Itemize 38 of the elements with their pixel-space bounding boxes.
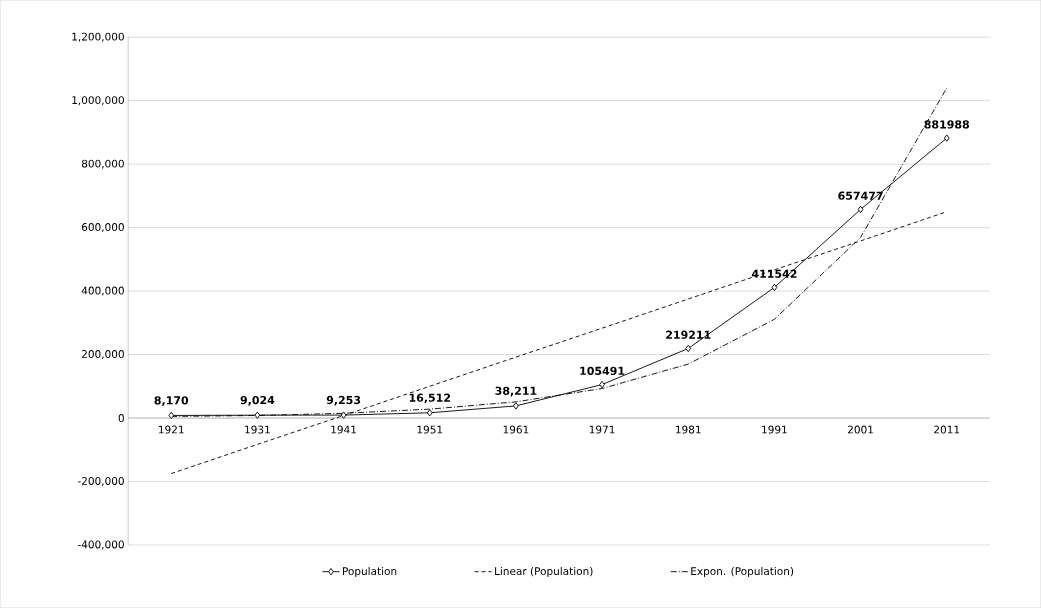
point — [943, 134, 950, 142]
x-tick-label: 1941 — [331, 425, 356, 434]
x-tick-label: 2001 — [847, 425, 873, 434]
x-tick-label: 1961 — [503, 425, 529, 434]
x-tick-label: 1981 — [676, 425, 701, 434]
point — [254, 411, 261, 419]
x-tick-label: 1931 — [245, 425, 270, 434]
y-tick-label: -400,000 — [77, 540, 124, 550]
point — [426, 409, 433, 417]
x-tick-label: 1971 — [589, 425, 615, 434]
point — [513, 402, 519, 410]
y-tick-label: 200,000 — [81, 349, 124, 359]
legend-label: Linear (Population) — [495, 566, 593, 578]
data-label: 881988 — [924, 120, 970, 129]
data-label: 8,170 — [154, 396, 189, 406]
point — [857, 205, 864, 213]
data-label: 16,512 — [409, 393, 451, 404]
y-tick-label: 1,000,000 — [72, 96, 124, 106]
x-tick-label: 2011 — [934, 425, 960, 434]
x-tick-label: 1951 — [417, 425, 443, 434]
point — [685, 344, 692, 353]
y-tick-label: 600,000 — [81, 223, 124, 233]
x-tick-label: 1921 — [159, 425, 184, 434]
data-label: 105491 — [580, 366, 625, 375]
legend-label: Expon. (Population) — [691, 566, 794, 578]
y-tick-label: -200,000 — [77, 476, 124, 486]
y-tick-label: 800,000 — [81, 159, 124, 169]
data-label: 9,024 — [240, 395, 275, 406]
y-tick-label: 0 — [118, 413, 124, 422]
y-tick-label: 400,000 — [81, 286, 124, 296]
point — [168, 411, 175, 420]
data-label: 38,211 — [495, 386, 537, 397]
point — [340, 411, 347, 419]
legend-label: Population — [343, 566, 397, 578]
y-tick-label: 1,200,000 — [72, 32, 124, 42]
point — [771, 283, 778, 291]
data-label: 9,253 — [326, 395, 361, 406]
x-tick-label: 1991 — [762, 425, 787, 434]
